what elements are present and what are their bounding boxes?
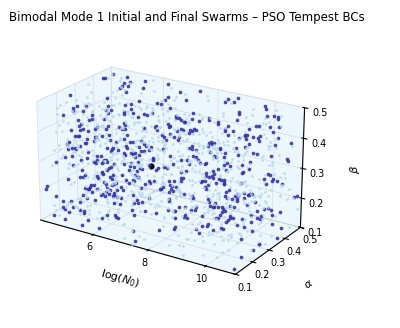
Y-axis label: $\alpha$: $\alpha$ xyxy=(302,278,316,291)
Text: Bimodal Mode 1 Initial and Final Swarms – PSO Tempest BCs: Bimodal Mode 1 Initial and Final Swarms … xyxy=(9,11,365,24)
X-axis label: log($N_0$): log($N_0$) xyxy=(99,267,141,291)
